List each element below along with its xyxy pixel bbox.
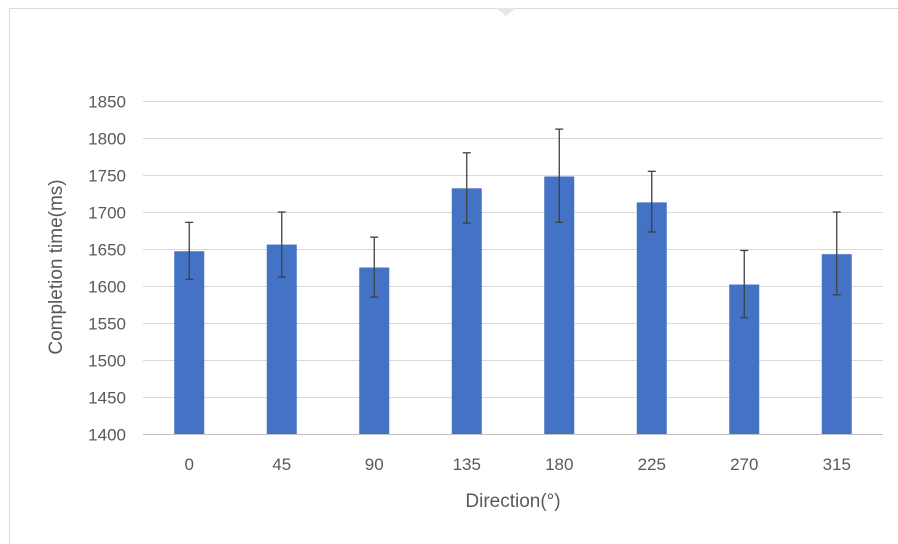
x-tick-label: 180 [545, 455, 573, 474]
error-bar [185, 221, 194, 280]
y-tick-label: 1850 [88, 93, 126, 112]
y-tick-label: 1500 [88, 352, 126, 371]
y-tick-label: 1700 [88, 204, 126, 223]
y-tick-label: 1750 [88, 167, 126, 186]
y-tick-label: 1600 [88, 278, 126, 297]
error-bar [462, 152, 471, 224]
error-bar [740, 249, 749, 319]
x-tick-label: 225 [638, 455, 666, 474]
selection-marker-icon [496, 8, 516, 16]
y-tick-label: 1800 [88, 130, 126, 149]
x-axis-tick-labels: 0 45 90 135 180 225 270 315 [185, 455, 851, 474]
bar [451, 188, 482, 434]
error-bar [277, 211, 286, 278]
y-tick-label: 1650 [88, 241, 126, 260]
bar [174, 251, 205, 434]
x-tick-label: 0 [185, 455, 194, 474]
bars [174, 176, 852, 435]
error-bar [555, 128, 564, 224]
x-tick-label: 270 [730, 455, 758, 474]
x-tick-label: 45 [272, 455, 291, 474]
x-tick-label: 90 [365, 455, 384, 474]
bar [636, 202, 667, 434]
y-tick-label: 1550 [88, 315, 126, 334]
error-bar [647, 170, 656, 233]
error-bar [832, 211, 841, 296]
gridlines [143, 101, 883, 435]
error-bar [370, 236, 379, 298]
y-tick-label: 1450 [88, 389, 126, 408]
x-axis-title: Direction(°) [465, 491, 560, 512]
y-tick-label: 1400 [88, 426, 126, 445]
error-bars [185, 128, 841, 319]
x-tick-label: 315 [823, 455, 851, 474]
y-axis-title: Completion time(ms) [46, 179, 67, 354]
x-tick-label: 135 [453, 455, 481, 474]
y-axis-tick-labels: 1400 1450 1500 1550 1600 1650 1700 1750 1800 1850 [88, 93, 126, 445]
